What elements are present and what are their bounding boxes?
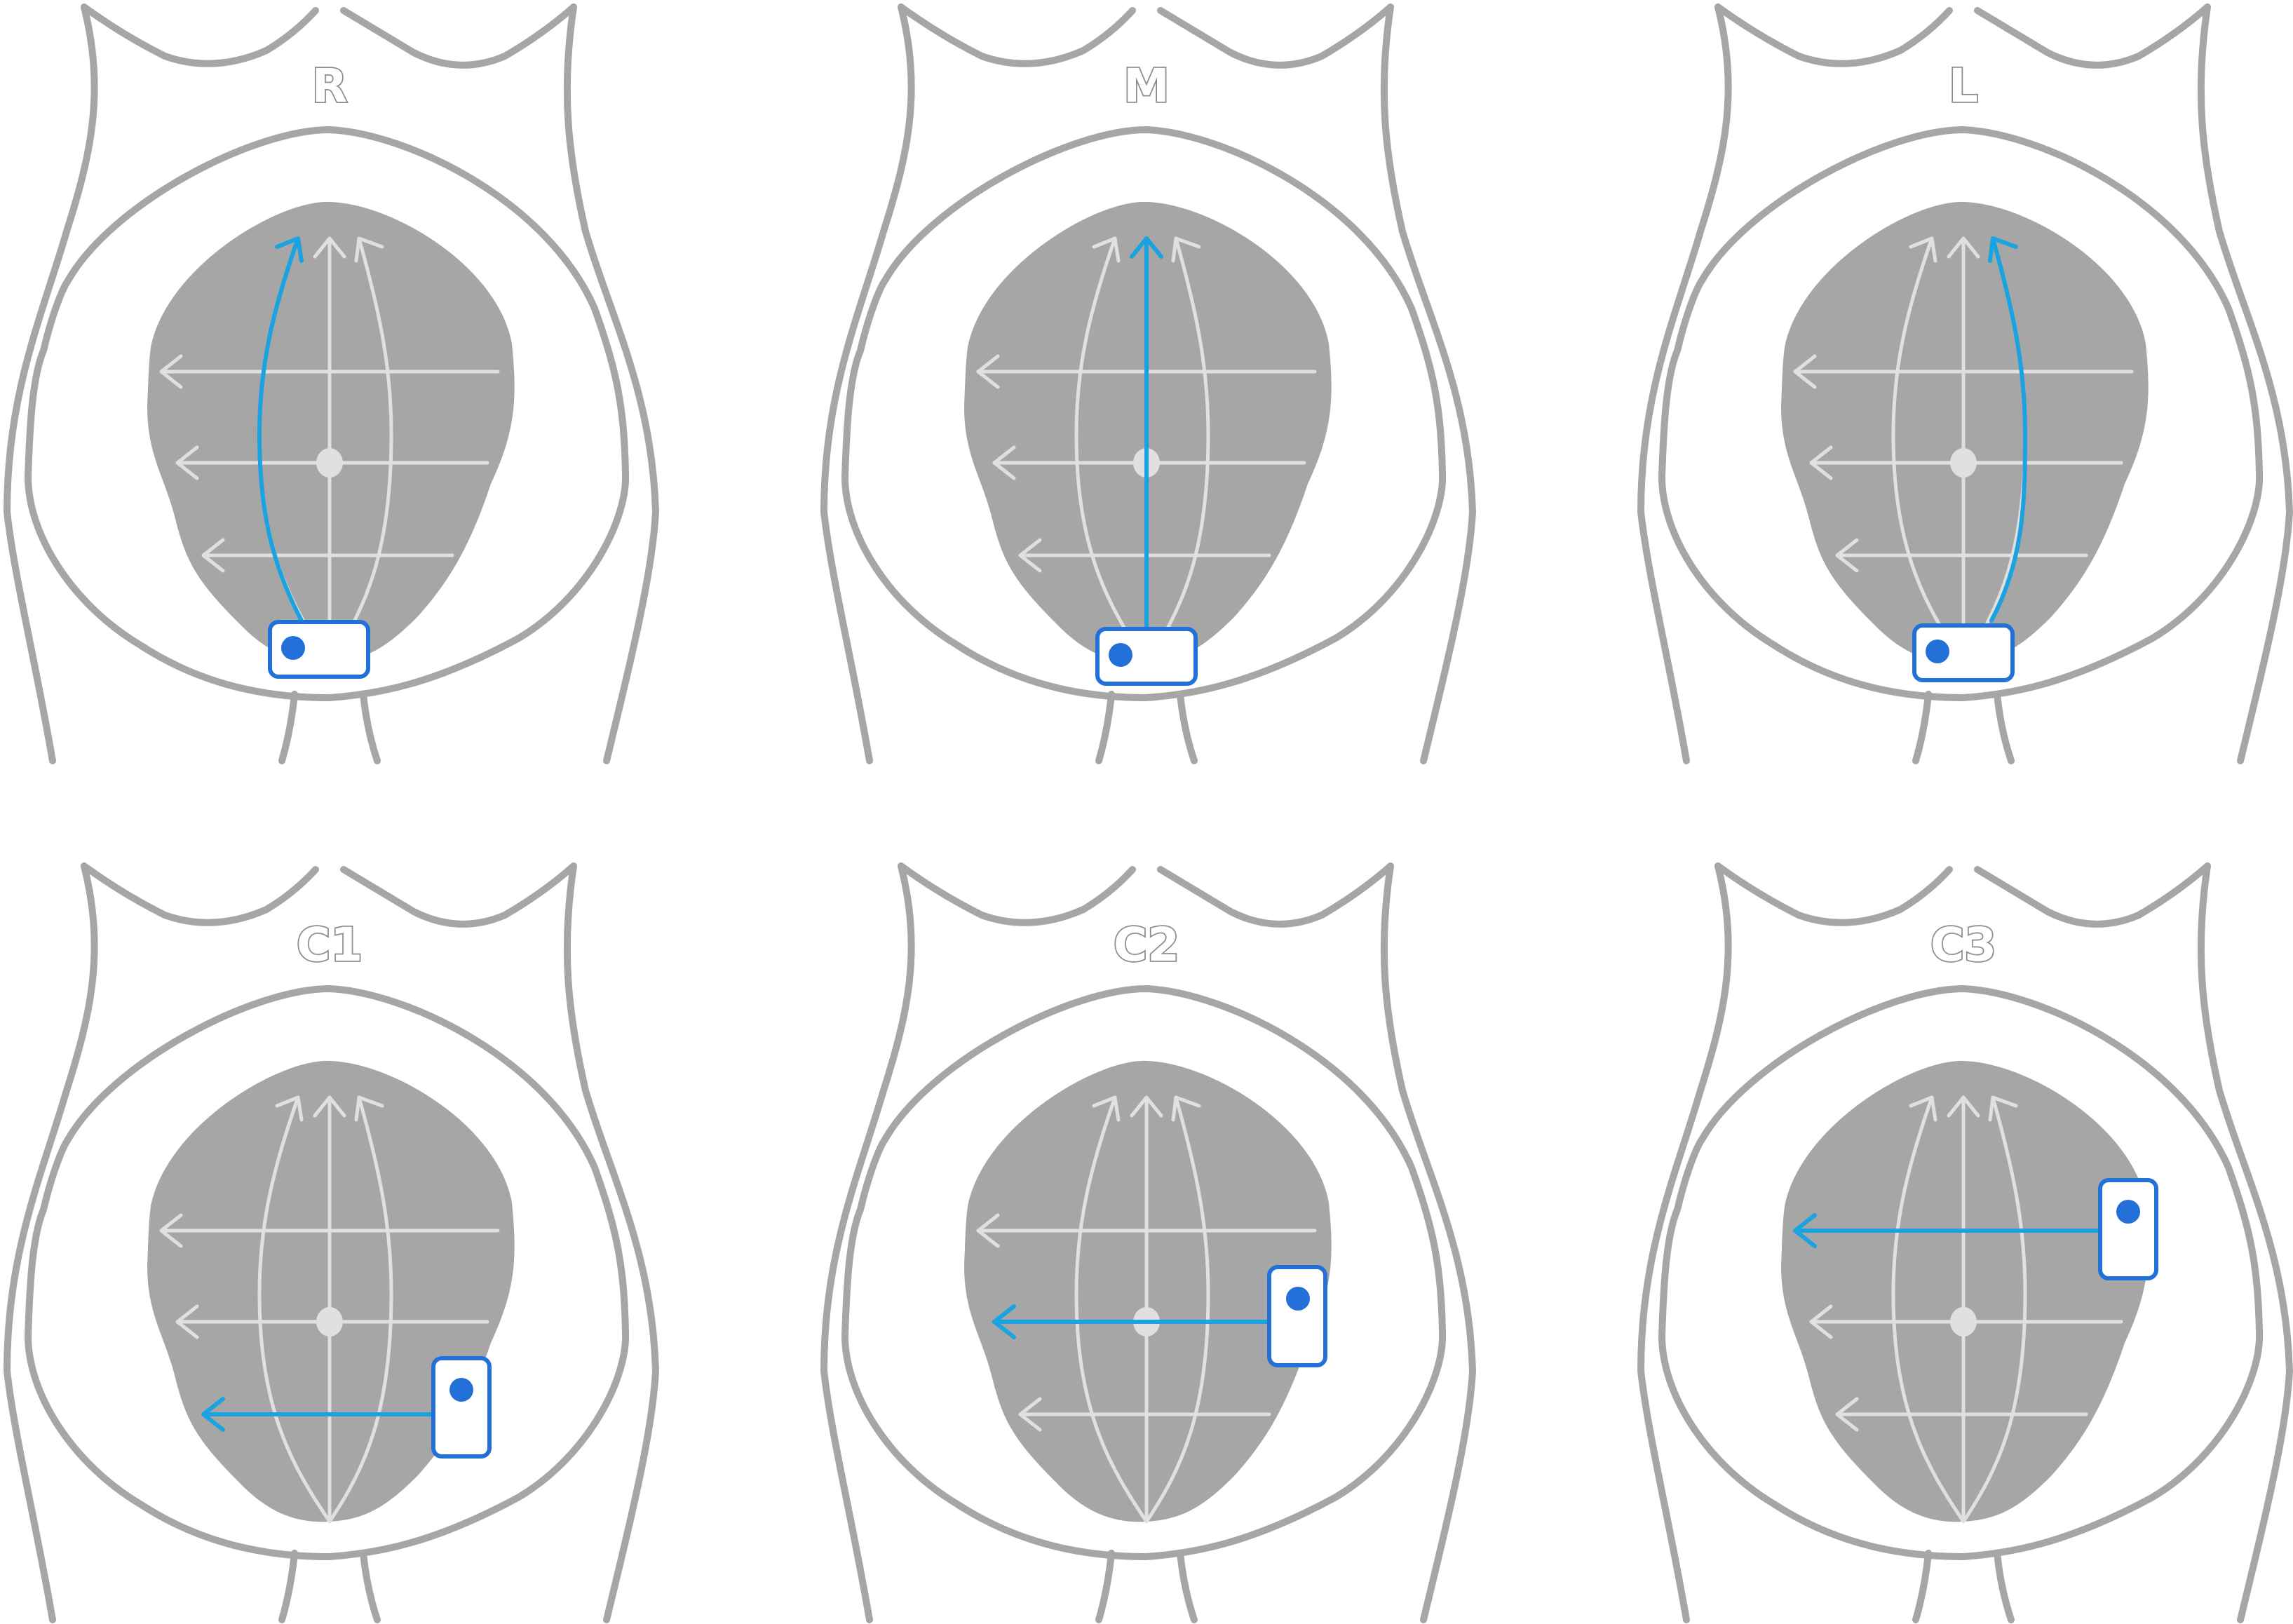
panel-label: C3 — [1930, 918, 1996, 972]
probe-marker-dot — [1926, 640, 1949, 663]
probe-body — [1912, 623, 2015, 682]
scan-path-arrow — [1989, 236, 2027, 623]
scan-path-arrowhead — [992, 1304, 1016, 1339]
panel-c2: C2 — [824, 866, 1473, 1620]
panel-m: M — [824, 7, 1473, 761]
ultrasound-probe — [1095, 627, 1198, 686]
probe-marker-dot — [281, 636, 305, 660]
scan-path-arrowhead — [1130, 236, 1163, 259]
probe-marker-dot — [1286, 1287, 1310, 1311]
ultrasound-probe — [431, 1356, 492, 1459]
probe-body — [1095, 627, 1198, 686]
ultrasound-probe — [268, 620, 370, 679]
panel-r: R — [7, 7, 656, 761]
scan-path-arrowhead — [201, 1397, 225, 1432]
probe-body — [1267, 1265, 1327, 1367]
probe-marker-dot — [1109, 643, 1132, 667]
panel-label: C2 — [1114, 918, 1179, 972]
probe-body — [2098, 1178, 2158, 1280]
panel-label: M — [1123, 59, 1170, 113]
probe-body — [268, 620, 370, 679]
ultrasound-probe — [1267, 1265, 1327, 1367]
scan-path-arrow — [257, 236, 304, 623]
panel-label: C1 — [297, 918, 363, 972]
panel-label: R — [312, 59, 348, 113]
probe-marker-dot — [2116, 1200, 2140, 1224]
scan-path-arrowhead — [1793, 1213, 1817, 1248]
panel-c3: C3 — [1641, 866, 2289, 1620]
panel-label: L — [1949, 59, 1978, 113]
probe-body — [431, 1356, 492, 1459]
panel-c1: C1 — [7, 866, 656, 1620]
ultrasound-probe — [1912, 623, 2015, 682]
probe-marker-dot — [449, 1378, 473, 1402]
panel-l: L — [1641, 7, 2289, 761]
ultrasound-probe — [2098, 1178, 2158, 1280]
scan-path-arrowhead — [275, 236, 304, 263]
scan-path-arrowhead — [1988, 236, 2018, 263]
